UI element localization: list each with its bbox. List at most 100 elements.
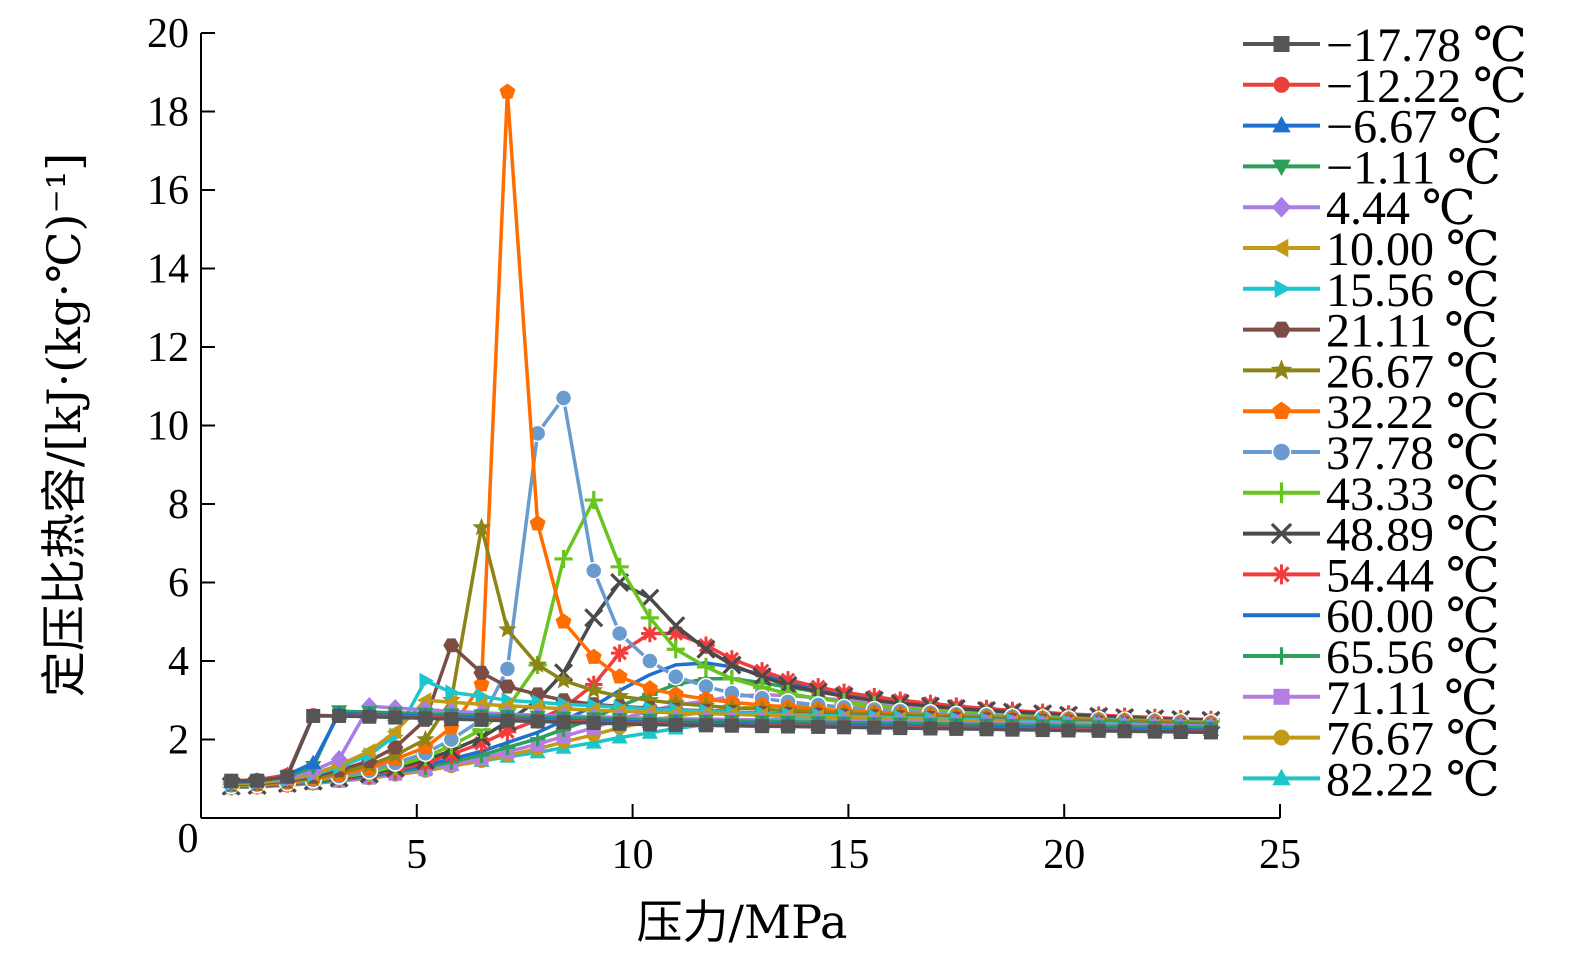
legend-label: 65.56 ℃ (1326, 631, 1500, 684)
data-point (499, 83, 516, 99)
data-point (473, 676, 490, 692)
data-point (1272, 768, 1291, 786)
data-point (696, 639, 716, 659)
legend-item: 37.78 ℃ (1243, 427, 1500, 480)
data-point (1271, 196, 1292, 218)
legend-item: 21.11 ℃ (1243, 305, 1498, 358)
data-point (443, 638, 460, 653)
legend-label: 54.44 ℃ (1326, 549, 1500, 602)
data-point (1273, 688, 1290, 705)
data-point (474, 712, 489, 727)
x-ticks: 5 10 15 20 25 (406, 804, 1301, 878)
data-point (332, 708, 347, 723)
data-point (640, 588, 660, 608)
data-point (809, 678, 827, 696)
legend-label: 82.22 ℃ (1326, 753, 1500, 806)
series-9 (223, 83, 1219, 792)
data-point (1273, 76, 1290, 93)
data-point (867, 720, 882, 735)
y-tick-label: 18 (147, 90, 189, 136)
legend-label: −12.22 ℃ (1326, 60, 1527, 113)
data-point (529, 515, 546, 531)
y-axis-title: 定压比热容/[kJ·(kg·℃)⁻¹] (37, 153, 91, 697)
data-point (667, 624, 685, 643)
data-point (640, 690, 660, 709)
data-point (280, 769, 295, 784)
legend-item: 48.89 ℃ (1243, 509, 1500, 562)
data-point (584, 608, 604, 628)
data-point (697, 636, 715, 655)
data-point (835, 683, 853, 702)
data-point (837, 720, 852, 735)
legend-label: 10.00 ℃ (1326, 223, 1500, 276)
x-tick-label: 20 (1043, 832, 1085, 878)
legend-label: 71.11 ℃ (1326, 672, 1498, 725)
legend-item: −12.22 ℃ (1243, 60, 1527, 113)
y-tick-label: 12 (147, 325, 189, 371)
data-point (416, 729, 435, 748)
data-point (1272, 401, 1291, 419)
legend-item: 82.22 ℃ (1243, 753, 1500, 806)
data-point (1272, 116, 1291, 133)
legend-item: 10.00 ℃ (1243, 223, 1500, 276)
y-tick-label: 6 (168, 561, 189, 607)
data-point (724, 718, 739, 733)
legend-label: 4.44 ℃ (1326, 182, 1476, 235)
legend-item: −17.78 ℃ (1243, 19, 1527, 72)
data-point (473, 665, 490, 680)
origin-label: 0 (178, 816, 199, 862)
legend: −17.78 ℃−12.22 ℃−6.67 ℃−1.11 ℃4.44 ℃10.0… (1243, 19, 1527, 806)
data-point (641, 652, 659, 670)
data-point (584, 680, 604, 699)
data-point (641, 724, 658, 739)
data-point (306, 708, 321, 723)
x-tick-label: 10 (612, 832, 654, 878)
y-tick-label: 16 (147, 168, 189, 214)
data-point (584, 490, 603, 510)
legend-item: 76.67 ℃ (1243, 713, 1500, 766)
data-point (780, 719, 795, 734)
legend-label: 60.00 ℃ (1326, 590, 1500, 643)
y-ticks: 2 4 6 8 10 12 14 16 18 20 (147, 11, 215, 764)
data-point (444, 712, 459, 727)
data-point (1117, 724, 1132, 739)
data-point (445, 684, 460, 701)
data-point (811, 719, 826, 734)
data-point (949, 721, 964, 736)
data-point (555, 613, 572, 629)
data-point (1272, 159, 1291, 176)
legend-item: 43.33 ℃ (1243, 468, 1500, 521)
data-point (498, 660, 517, 678)
legend-label: 48.89 ℃ (1326, 509, 1500, 562)
data-point (498, 722, 517, 741)
data-point (1272, 321, 1291, 338)
data-point (640, 608, 659, 627)
data-point (472, 734, 491, 753)
x-tick-label: 5 (406, 832, 427, 878)
legend-label: 21.11 ℃ (1326, 305, 1498, 358)
data-point (388, 710, 403, 725)
data-point (585, 648, 602, 664)
data-point (475, 688, 490, 705)
data-point (1271, 564, 1292, 585)
data-point (586, 716, 601, 731)
data-point (1203, 725, 1218, 740)
data-point (610, 624, 629, 643)
data-point (498, 619, 517, 638)
legend-item: 32.22 ℃ (1243, 386, 1500, 439)
data-point (1273, 729, 1290, 746)
data-point (554, 549, 573, 569)
data-point (666, 640, 685, 659)
legend-label: 37.78 ℃ (1326, 427, 1500, 480)
data-point (1274, 279, 1292, 298)
series-0 (224, 708, 1218, 788)
data-point (642, 717, 657, 732)
data-point (387, 740, 404, 755)
data-point (666, 693, 686, 712)
data-point (753, 662, 771, 680)
data-point (362, 709, 377, 724)
data-point (1147, 724, 1162, 739)
legend-label: 26.67 ℃ (1326, 345, 1500, 398)
legend-label: −6.67 ℃ (1326, 101, 1503, 154)
